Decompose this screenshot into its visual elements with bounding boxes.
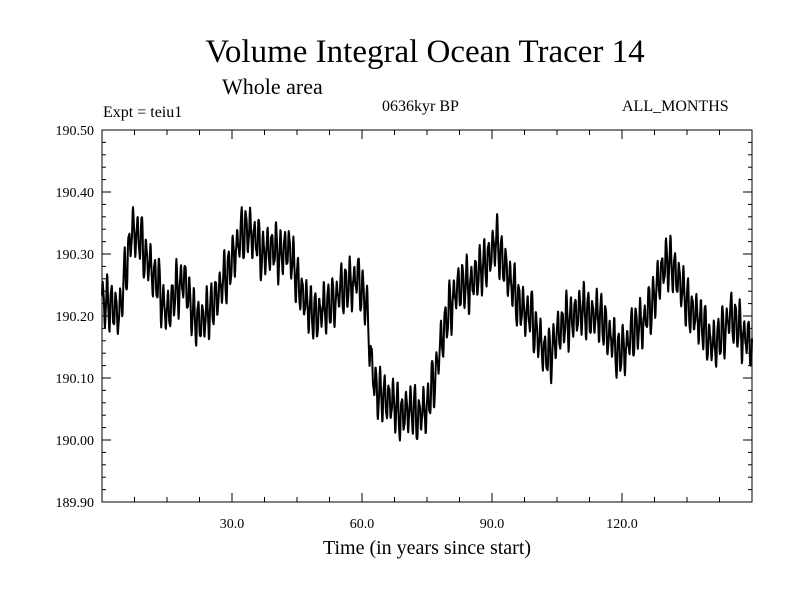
x-axis-label: Time (in years since start)	[322, 537, 532, 559]
y-tick-label: 189.90	[56, 496, 95, 511]
y-tick-label: 190.00	[56, 434, 95, 449]
y-tick-label: 190.40	[56, 186, 95, 201]
months-label: ALL_MONTHS	[622, 98, 729, 115]
y-tick-label: 190.30	[56, 248, 95, 263]
y-tick-label: 190.20	[56, 310, 95, 325]
plot-frame	[101, 129, 753, 503]
period-label: 0636kyr BP	[382, 98, 459, 115]
series-layer	[101, 206, 753, 442]
series-line	[101, 206, 753, 442]
x-tick-label: 120.0	[606, 517, 638, 532]
ticks-layer: 189.90 190.00 190.10 190.20 190.30 190.40 190.…	[56, 124, 753, 532]
experiment-label: Expt = teiu1	[103, 104, 183, 121]
x-tick-label: 30.0	[220, 517, 245, 532]
x-tick-label: 90.0	[480, 517, 505, 532]
x-tick-label: 60.0	[350, 517, 375, 532]
chart-title: Volume Integral Ocean Tracer 14	[205, 34, 645, 70]
chart-subtitle: Whole area	[222, 74, 323, 99]
y-tick-label: 190.10	[56, 372, 95, 387]
y-tick-label: 190.50	[56, 124, 95, 139]
